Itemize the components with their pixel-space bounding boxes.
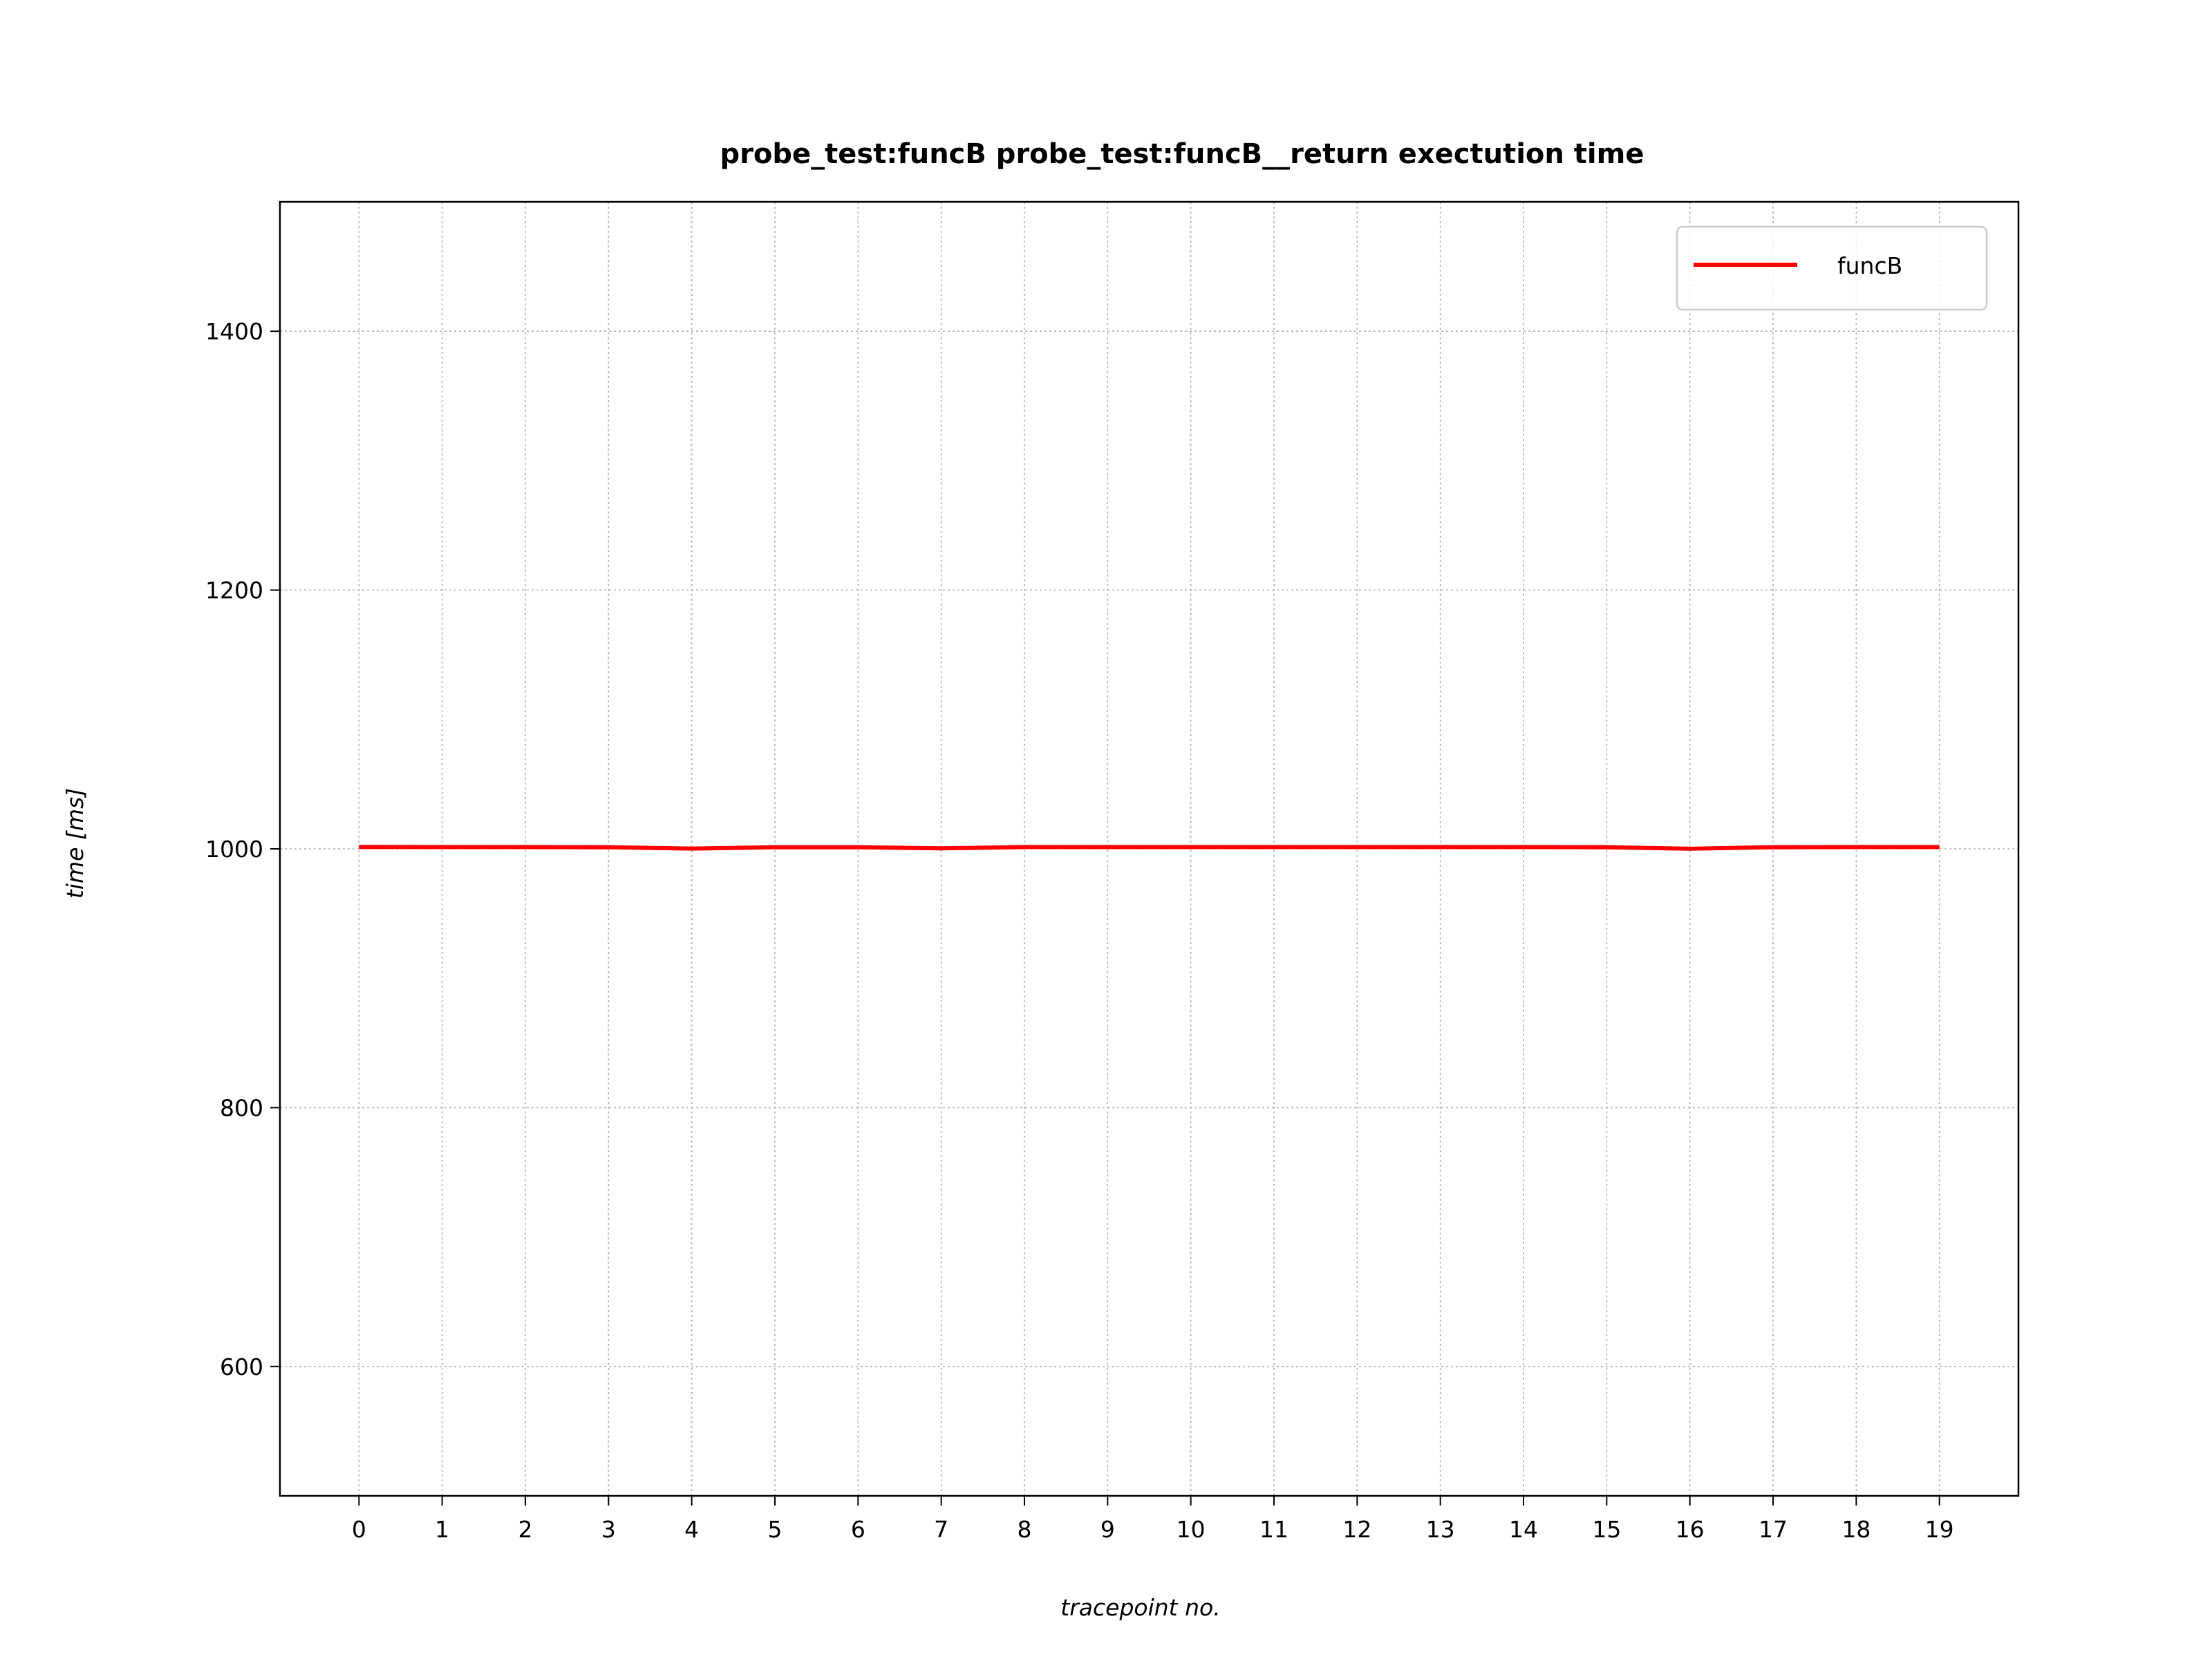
x-tick-label: 1: [435, 1516, 449, 1543]
y-axis-ticks: 600 800 1000 1200 1400: [205, 318, 280, 1380]
x-tick-label: 0: [352, 1516, 366, 1543]
y-tick-label: 800: [220, 1094, 263, 1121]
x-tick-label: 2: [518, 1516, 532, 1543]
series-line-funcB: [359, 845, 1940, 851]
x-tick-label: 3: [601, 1516, 616, 1543]
x-tick-label: 6: [851, 1516, 865, 1543]
data-point: [1689, 848, 1690, 849]
x-tick-label: 9: [1100, 1516, 1115, 1543]
x-tick-label: 4: [684, 1516, 699, 1543]
legend: funcB: [1676, 225, 1988, 311]
x-tick-label: 12: [1342, 1516, 1371, 1543]
x-tick-label: 8: [1017, 1516, 1031, 1543]
x-axis-ticks: 0 1 2 3 4 5 6 7 8 9 10 11 12 13 14 15 16 17 18 19: [352, 1496, 1954, 1543]
y-axis-label: time [ms]: [62, 788, 88, 899]
x-tick-label: 16: [1676, 1516, 1705, 1543]
legend-label-funcB: funcB: [1837, 252, 1902, 279]
chart-title: probe_test:funcB probe_test:funcB__retur…: [720, 138, 1644, 170]
x-tick-label: 13: [1426, 1516, 1455, 1543]
x-tick-label: 7: [934, 1516, 948, 1543]
x-tick-label: 19: [1925, 1516, 1954, 1543]
y-tick-label: 1200: [205, 577, 263, 604]
data-point: [691, 848, 692, 849]
x-tick-label: 18: [1841, 1516, 1871, 1543]
y-tick-label: 1400: [205, 318, 263, 345]
x-tick-label: 11: [1259, 1516, 1288, 1543]
y-tick-label: 1000: [205, 836, 263, 863]
x-axis-label: tracepoint no.: [1060, 1594, 1220, 1621]
legend-box: [1676, 225, 1988, 311]
x-tick-label: 14: [1509, 1516, 1538, 1543]
series-lines: [359, 845, 1940, 851]
x-tick-label: 15: [1592, 1516, 1621, 1543]
x-tick-label: 5: [767, 1516, 782, 1543]
x-tick-label: 10: [1177, 1516, 1206, 1543]
x-tick-label: 17: [1759, 1516, 1788, 1543]
y-tick-label: 600: [220, 1353, 263, 1380]
